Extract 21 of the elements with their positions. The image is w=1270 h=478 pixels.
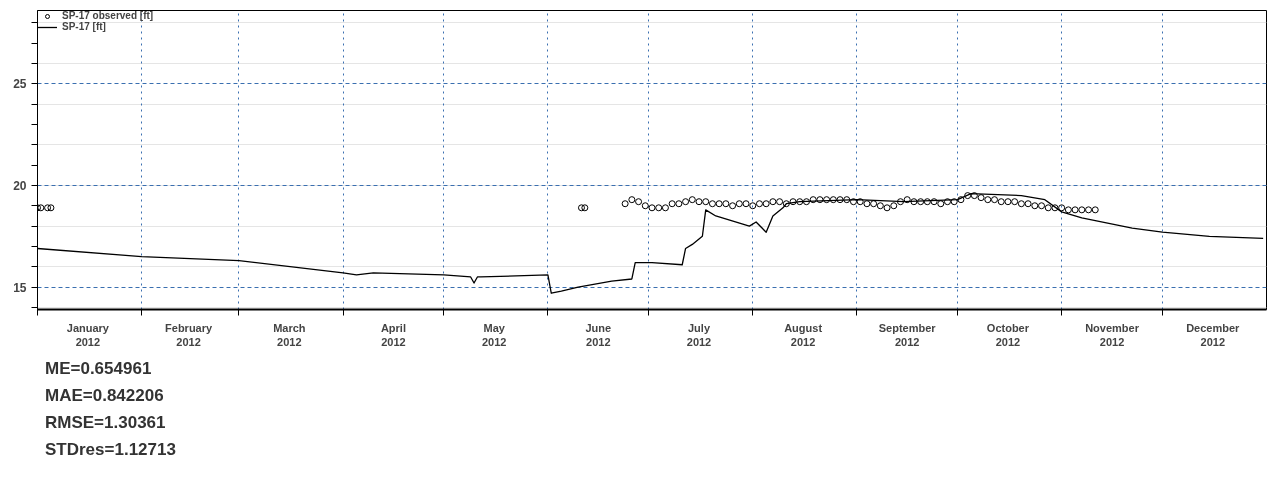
x-tick-label: December 2012 xyxy=(1186,321,1241,348)
y-tick-label: 15 xyxy=(13,280,27,295)
text: STDres=1.12713 xyxy=(45,440,176,459)
x-tick-label: July 2012 xyxy=(686,321,712,348)
text: RMSE=1.30361 xyxy=(45,413,166,432)
y-tick-label: 20 xyxy=(13,178,27,193)
x-tick-label: October 2012 xyxy=(986,321,1030,348)
x-tick-label: June 2012 xyxy=(585,321,612,348)
x-tick-label: September 2012 xyxy=(878,321,937,348)
x-tick-label: May 2012 xyxy=(481,321,507,348)
y-tick-label: 25 xyxy=(13,77,27,92)
x-tick-label: February 2012 xyxy=(165,321,214,348)
x-tick-label: August 2012 xyxy=(784,321,823,348)
x-tick-label: January 2012 xyxy=(66,321,110,348)
x-tick-label: March 2012 xyxy=(273,321,306,348)
text: MAE=0.842206 xyxy=(45,386,164,405)
x-tick-label: November 2012 xyxy=(1085,321,1140,348)
x-tick-label: April 2012 xyxy=(380,321,406,348)
legend-label: SP-17 [ft] xyxy=(62,21,106,32)
legend-label: SP-17 observed [ft] xyxy=(62,10,154,21)
text: ME=0.654961 xyxy=(45,359,152,378)
